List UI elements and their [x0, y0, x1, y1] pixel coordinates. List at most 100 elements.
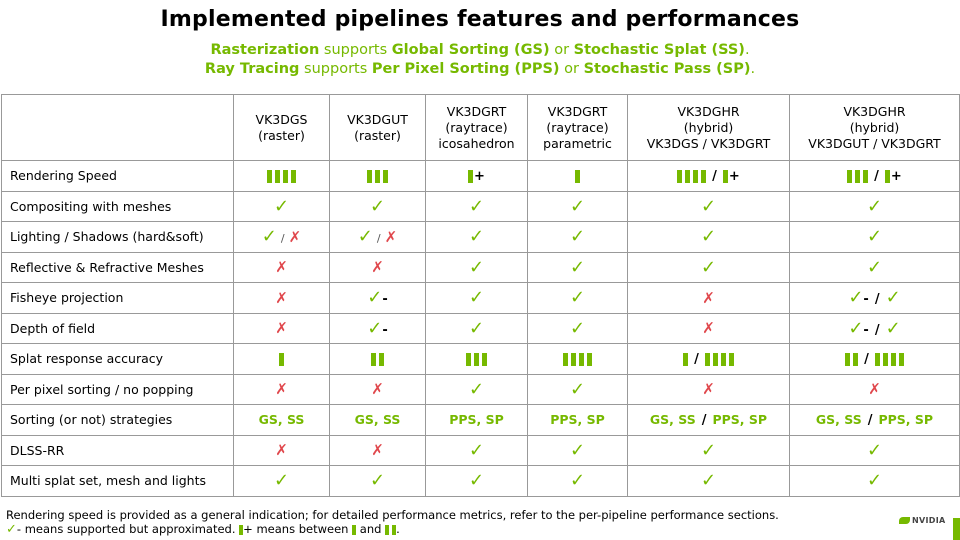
column-header-line: (raster): [354, 127, 401, 143]
bar-segment: [853, 352, 859, 366]
check-icon: ✓: [885, 287, 901, 309]
column-header: VK3DGS (raster): [233, 94, 330, 161]
strategy-text: GS, SS: [354, 412, 401, 428]
table-cell: ✗: [233, 434, 330, 466]
strategy-text: GS, SS: [649, 411, 696, 427]
column-header: VK3DGRT (raytrace) parametric: [527, 94, 628, 161]
check-slash-cross: ✓ / ✗: [358, 226, 398, 247]
strategy-text: PPS, SP: [878, 411, 934, 427]
speed-bars: [847, 169, 869, 183]
slash-separator: /: [712, 168, 717, 184]
check-icon: ✓: [569, 226, 586, 248]
bar-segment: [720, 352, 726, 366]
table-cell: [329, 160, 426, 192]
cross-icon: ✗: [384, 228, 398, 247]
table-cell: ✓: [425, 190, 528, 222]
bar-group: +: [468, 168, 485, 184]
speed-bars: [563, 353, 592, 367]
row-label: Multi splat set, mesh and lights: [1, 465, 234, 497]
table-cell: ✓ / ✗: [329, 221, 426, 253]
bar-group: [371, 351, 384, 367]
approx-check: ✓-: [848, 318, 869, 339]
table-cell: ✓ / ✗: [233, 221, 330, 253]
cross-icon: ✗: [702, 288, 715, 307]
column-header-line: (raster): [258, 127, 305, 143]
table-cell: PPS, SP: [425, 404, 528, 436]
check-icon: ✓: [700, 439, 717, 461]
column-header-line: VK3DGS / VK3DGRT: [646, 135, 771, 151]
bar-group: [874, 351, 904, 366]
subtitle-segment: Ray Tracing: [204, 61, 300, 77]
table-cell: ✗: [233, 373, 330, 405]
table-row: Fisheye projection ✗ ✓- ✓ ✓ ✗ ✓- / ✓: [1, 282, 960, 314]
table-cell: [329, 343, 426, 375]
table-cell: ✗: [627, 373, 790, 405]
table-cell: / +: [789, 160, 960, 192]
table-cell: GS, SS / PPS, SP: [627, 404, 790, 436]
table-cell: ✗: [329, 251, 426, 283]
table-cell: / +: [627, 160, 790, 192]
bar-group: [845, 351, 859, 366]
check-icon: ✓: [569, 470, 586, 492]
subtitle-segment: Stochastic Splat (SS): [573, 42, 745, 58]
column-header: VK3DGHR (hybrid) VK3DGS / VK3DGRT: [627, 94, 790, 161]
bar-segment: [466, 353, 471, 367]
accent-bar: [953, 518, 960, 540]
check-icon: ✓: [866, 195, 883, 217]
check-icon: ✓: [569, 439, 586, 461]
table-cell: ✓: [425, 373, 528, 405]
bar-segment: [275, 170, 280, 184]
slash-separator: /: [874, 322, 880, 338]
table-row: Compositing with meshes ✓ ✓ ✓ ✓ ✓ ✓: [1, 190, 960, 222]
table-row: Depth of field ✗ ✓- ✓ ✓ ✗ ✓- / ✓: [1, 312, 960, 344]
table-cell: ✓: [527, 221, 628, 253]
check-icon: ✓: [357, 226, 373, 248]
table-cell: ✗: [233, 312, 330, 344]
table-cell: ✓: [329, 465, 426, 497]
nvidia-logo: NVIDIA: [899, 516, 945, 525]
check-icon: ✓: [273, 195, 290, 217]
check-icon: ✓: [866, 439, 883, 461]
plus-sign: +: [474, 168, 485, 184]
bar-group: +: [722, 168, 740, 184]
speed-bars: [845, 352, 859, 366]
cross-icon: ✗: [868, 380, 881, 399]
row-label: Fisheye projection: [1, 282, 234, 314]
bar-segment: [898, 352, 904, 366]
bar-segment: [704, 352, 710, 366]
bar-group: +: [884, 168, 902, 184]
subtitle-line-2: Ray Tracing supports Per Pixel Sorting (…: [0, 61, 960, 77]
subtitle-segment: Per Pixel Sorting (PPS): [371, 61, 560, 77]
table-row: DLSS-RR ✗ ✗ ✓ ✓ ✓ ✓: [1, 434, 960, 466]
table-cell: ✓: [527, 190, 628, 222]
table-cell: ✗: [329, 434, 426, 466]
table-cell: ✓: [627, 190, 790, 222]
plus-sign: +: [890, 168, 902, 184]
column-header-line: (hybrid): [683, 119, 734, 135]
subtitle-segment: supports: [319, 42, 392, 58]
slash-separator: /: [874, 168, 879, 184]
strategy-text: GS, SS: [815, 411, 862, 427]
table-cell: ✓- / ✓: [789, 282, 960, 314]
cross-icon: ✗: [275, 258, 288, 277]
row-label: Sorting (or not) strategies: [1, 404, 234, 436]
table-cell: ✓: [527, 434, 628, 466]
speed-bars: [367, 170, 388, 184]
check-icon: ✓: [468, 287, 485, 309]
check-icon: ✓: [885, 317, 901, 339]
bar-icon: [352, 524, 357, 535]
slash-separator: /: [280, 232, 285, 246]
footer-note-speed: Rendering speed is provided as a general…: [6, 508, 779, 522]
cross-icon: ✗: [288, 228, 302, 247]
subtitle-segment: Rasterization: [210, 42, 320, 58]
table-row: Multi splat set, mesh and lights ✓ ✓ ✓ ✓ ✓ ✓: [1, 465, 960, 497]
bar-segment: [884, 169, 890, 183]
subtitle-segment: or: [559, 61, 584, 77]
cross-icon: ✗: [275, 380, 288, 399]
bar-group: [847, 168, 869, 183]
bar-segment: [863, 169, 869, 183]
table-cell: [233, 160, 330, 192]
table-cell: ✓: [527, 312, 628, 344]
approx-dash-icon: -: [863, 292, 869, 308]
speed-bars: [468, 169, 474, 183]
